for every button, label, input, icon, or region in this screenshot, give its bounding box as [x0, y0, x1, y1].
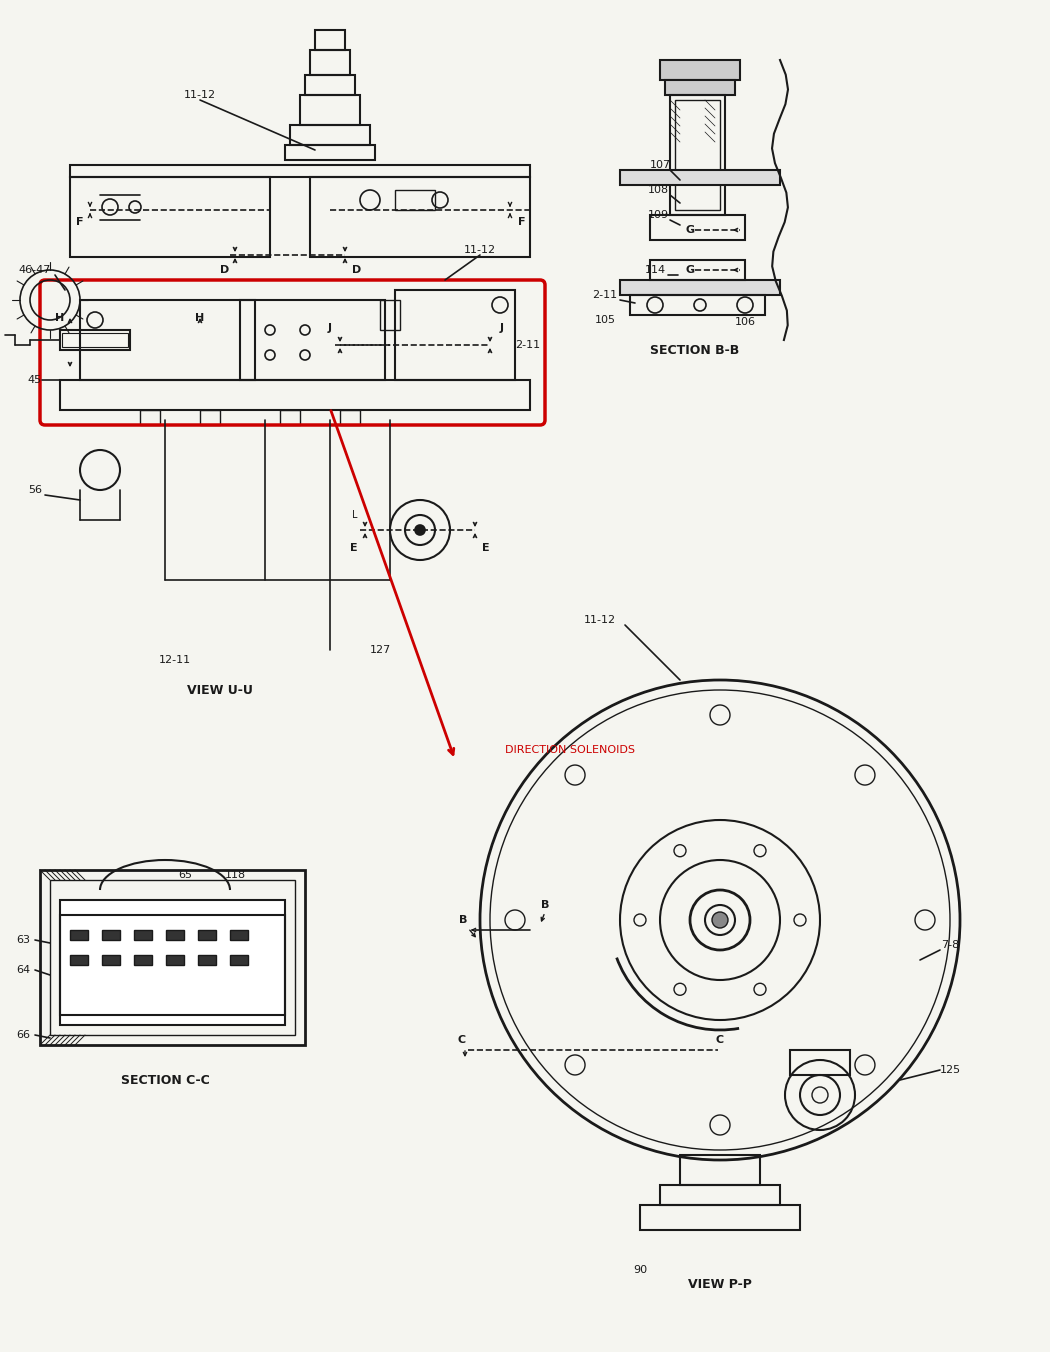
Text: SECTION B-B: SECTION B-B [650, 343, 739, 357]
Bar [790, 1051, 851, 1075]
Text: 7-8: 7-8 [941, 940, 959, 950]
Bar [660, 1184, 780, 1205]
Bar [70, 177, 270, 257]
Bar [665, 80, 735, 95]
Text: 106: 106 [735, 316, 756, 327]
Bar [60, 900, 285, 1025]
Text: B: B [459, 915, 467, 925]
Bar [198, 930, 216, 940]
Bar [240, 300, 385, 380]
Bar [285, 145, 375, 160]
Text: D: D [220, 265, 230, 274]
Bar [670, 95, 724, 215]
Text: 125: 125 [940, 1065, 961, 1075]
Text: 65: 65 [178, 869, 192, 880]
Bar [230, 955, 248, 965]
Text: 45: 45 [28, 375, 42, 385]
Text: L: L [352, 510, 358, 521]
Bar [650, 260, 746, 280]
Circle shape [712, 913, 728, 927]
Bar [60, 915, 285, 1015]
Text: C: C [458, 1036, 466, 1045]
Text: 11-12: 11-12 [464, 245, 496, 256]
Text: 114: 114 [645, 265, 666, 274]
Bar [50, 880, 295, 1036]
Bar [102, 930, 120, 940]
Text: 2-11: 2-11 [592, 289, 617, 300]
Bar [395, 289, 514, 380]
Text: 109: 109 [648, 210, 669, 220]
Text: 127: 127 [370, 645, 391, 654]
Bar [310, 50, 350, 74]
Text: SECTION C-C: SECTION C-C [121, 1073, 209, 1087]
Bar [70, 165, 530, 177]
Text: E: E [482, 544, 489, 553]
Bar [310, 177, 530, 257]
Bar [60, 330, 130, 350]
Text: DIRECTION SOLENOIDS: DIRECTION SOLENOIDS [505, 745, 635, 754]
Text: 105: 105 [594, 315, 615, 324]
Text: 12-11: 12-11 [159, 654, 191, 665]
Text: 11-12: 11-12 [184, 91, 216, 100]
Bar [675, 100, 720, 210]
Text: VIEW U-U: VIEW U-U [187, 684, 253, 696]
Text: VIEW P-P: VIEW P-P [688, 1279, 752, 1291]
Bar [166, 930, 184, 940]
Bar [315, 30, 345, 50]
Bar [660, 59, 740, 80]
Text: 56: 56 [28, 485, 42, 495]
Text: G: G [686, 265, 694, 274]
Text: 2-11: 2-11 [516, 339, 541, 350]
Text: G: G [686, 224, 694, 235]
Bar [134, 955, 152, 965]
Bar [198, 955, 216, 965]
Text: 11-12: 11-12 [584, 615, 616, 625]
Bar [80, 300, 255, 380]
Bar [140, 410, 160, 425]
Bar [166, 955, 184, 965]
Bar [395, 191, 435, 210]
Bar [620, 170, 780, 185]
Bar [70, 955, 88, 965]
Text: B: B [541, 900, 549, 910]
Text: 108: 108 [648, 185, 669, 195]
Text: J: J [500, 323, 504, 333]
Bar [70, 930, 88, 940]
Bar [340, 410, 360, 425]
Bar [640, 1205, 800, 1230]
Bar [680, 1155, 760, 1184]
Bar [304, 74, 355, 95]
Bar [200, 410, 220, 425]
Bar [40, 869, 304, 1045]
Bar [630, 295, 765, 315]
Text: C: C [716, 1036, 724, 1045]
Text: 66: 66 [16, 1030, 30, 1040]
Text: H: H [195, 314, 205, 323]
Text: 118: 118 [225, 869, 246, 880]
Bar [380, 300, 400, 330]
Text: J: J [328, 323, 332, 333]
Bar [280, 410, 300, 425]
Bar [230, 930, 248, 940]
Text: D: D [353, 265, 361, 274]
Text: 64: 64 [16, 965, 30, 975]
Text: H: H [56, 314, 65, 323]
Circle shape [415, 525, 425, 535]
Bar [134, 930, 152, 940]
Text: F: F [77, 218, 84, 227]
Bar [620, 280, 780, 295]
Text: 63: 63 [16, 936, 30, 945]
Text: 90: 90 [633, 1265, 647, 1275]
Bar [290, 124, 370, 145]
Bar [62, 333, 128, 347]
Bar [60, 380, 530, 410]
Text: F: F [519, 218, 526, 227]
Text: E: E [351, 544, 358, 553]
Bar [650, 215, 746, 241]
Text: 107: 107 [650, 160, 671, 170]
Text: 46-47: 46-47 [19, 265, 51, 274]
Bar [102, 955, 120, 965]
Bar [300, 95, 360, 124]
